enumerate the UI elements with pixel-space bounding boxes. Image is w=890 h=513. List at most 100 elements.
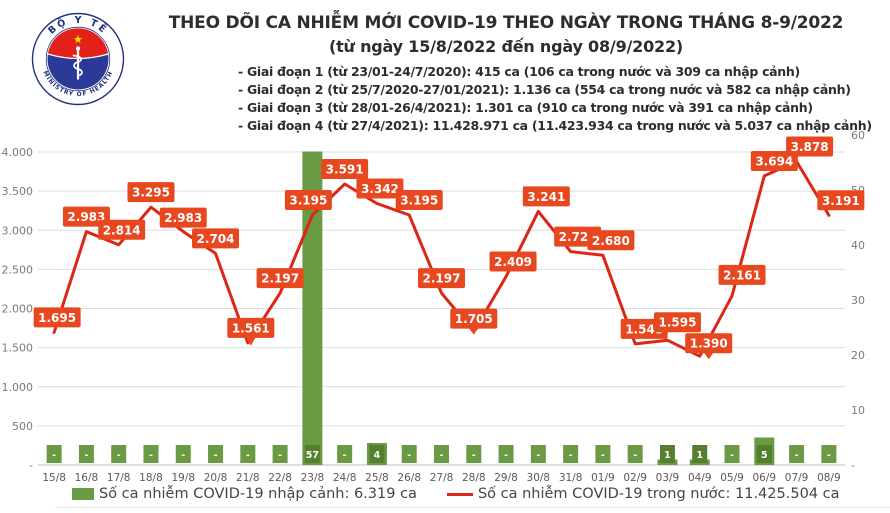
- bar-value-label-box: [143, 445, 159, 463]
- bar-value-label: -: [536, 450, 540, 461]
- point-value-label-box: [489, 251, 537, 272]
- chart-legend: Số ca nhiễm COVID-19 nhập cảnh: 6.319 ca…: [72, 486, 840, 502]
- bar-value-label: -: [569, 450, 573, 461]
- phase-line: - Giai đoạn 4 (từ 27/4/2021): 11.428.971…: [238, 118, 872, 133]
- y-axis-label-left: -: [29, 459, 33, 472]
- point-value-label-box: [127, 182, 175, 203]
- point-value-label: 2.704: [197, 232, 235, 246]
- bar-value-label: -: [149, 450, 153, 461]
- bar-value-label: -: [504, 450, 508, 461]
- bar-value-label: 4: [374, 450, 381, 461]
- point-value-label: 3.694: [755, 154, 793, 168]
- bar-value-label-box: [111, 445, 127, 463]
- y-axis-label-left: 2.000: [2, 303, 34, 316]
- x-axis-label: 08/9: [817, 472, 841, 484]
- point-value-label: 3.191: [822, 194, 860, 208]
- bar-value-label-box: [175, 445, 191, 463]
- bar-value-label: -: [278, 450, 282, 461]
- point-label-pointer: [468, 327, 479, 335]
- point-value-label: 3.241: [527, 190, 565, 204]
- bar-value-label-box: [724, 445, 740, 463]
- x-axis-label: 21/8: [236, 472, 260, 484]
- point-value-label-box: [284, 189, 332, 210]
- bar-value-label-box: [595, 445, 611, 463]
- point-value-label-box: [33, 307, 81, 328]
- point-value-label: 1.595: [658, 316, 696, 330]
- legend-imported-cases: Số ca nhiễm COVID-19 nhập cảnh: 6.319 ca: [72, 486, 417, 502]
- point-value-label-box: [256, 268, 304, 289]
- x-axis-label: 05/9: [720, 472, 744, 484]
- point-value-label-box: [159, 207, 207, 228]
- point-value-label: 1.561: [232, 321, 270, 335]
- point-value-label-box: [450, 308, 498, 329]
- x-axis-label: 25/8: [365, 472, 389, 484]
- y-axis-label-left: 3.000: [2, 224, 34, 237]
- point-value-label: 2.983: [67, 210, 105, 224]
- bar-value-label: 5: [761, 450, 768, 461]
- y-axis-label-left: 1.500: [2, 342, 34, 355]
- bar-value-label-box: [789, 445, 805, 463]
- x-axis-label: 17/8: [107, 472, 131, 484]
- bar-value-label: -: [440, 450, 444, 461]
- x-axis-label: 04/9: [688, 472, 712, 484]
- bar-value-label-box: [821, 445, 837, 463]
- x-axis-label: 28/8: [462, 472, 486, 484]
- point-value-label: 3.878: [791, 140, 829, 154]
- x-axis-label: 06/9: [753, 472, 777, 484]
- x-axis-label: 31/8: [559, 472, 583, 484]
- y-axis-label-left: 3.500: [2, 185, 34, 198]
- x-axis-label: 26/8: [397, 472, 421, 484]
- page-title: THEO DÕI CA NHIỄM MỚI COVID-19 THEO NGÀY…: [168, 13, 844, 33]
- bar-value-label-box: [304, 445, 320, 463]
- bar-value-label-box: [46, 445, 62, 463]
- x-axis-label: 03/9: [656, 472, 680, 484]
- bar-value-label-box: [659, 445, 675, 463]
- point-value-label: 1.705: [455, 312, 493, 326]
- x-axis-label: 30/8: [527, 472, 551, 484]
- bar-value-label-box: [240, 445, 256, 463]
- point-value-label: 2.409: [494, 255, 532, 269]
- bar-value-label-box: [272, 445, 288, 463]
- x-axis-label: 02/9: [623, 472, 647, 484]
- phase-lines: - Giai đoạn 1 (từ 23/01-24/7/2020): 415 …: [238, 63, 872, 135]
- point-value-label: 2.161: [723, 268, 761, 282]
- bar-value-label-box: [692, 445, 708, 463]
- x-axis-label: 19/8: [171, 472, 195, 484]
- y-axis-label-right: 60: [851, 129, 865, 142]
- bar-value-label: -: [84, 450, 88, 461]
- point-value-label: 2.197: [423, 272, 461, 286]
- point-value-label: 3.195: [400, 193, 438, 207]
- bar-value-label-box: [401, 445, 417, 463]
- y-axis-label-left: 4.000: [2, 146, 34, 159]
- legend-line-swatch: [446, 492, 473, 496]
- bar-value-label-box: [530, 445, 546, 463]
- phase-line: - Giai đoạn 2 (từ 25/7/2020-27/01/2021):…: [238, 82, 851, 97]
- ministry-of-health-logo: BỘ Y TẾ MINISTRY OF HEALTH: [30, 6, 126, 112]
- point-value-label: 2.814: [103, 223, 141, 237]
- x-axis-label: 01/9: [591, 472, 615, 484]
- bar-value-label: -: [795, 450, 799, 461]
- bar-value-label: -: [214, 450, 218, 461]
- point-value-label-box: [653, 312, 701, 333]
- bar-value-label-box: [434, 445, 449, 463]
- point-value-label-box: [750, 150, 798, 171]
- point-label-pointer: [245, 336, 256, 346]
- bar-value-label: -: [407, 450, 411, 461]
- bar-value-label: -: [52, 450, 56, 461]
- y-axis-label-left: 500: [12, 420, 33, 433]
- point-value-label: 3.295: [132, 186, 170, 200]
- x-axis-label: 29/8: [494, 472, 518, 484]
- x-axis-label: 23/8: [301, 472, 325, 484]
- point-value-label-box: [192, 228, 240, 249]
- bar-value-label: -: [601, 450, 605, 461]
- x-axis-label: 16/8: [75, 472, 99, 484]
- bar-value-label: -: [181, 450, 185, 461]
- bar-value-label: 1: [664, 450, 671, 461]
- point-value-label-box: [321, 159, 369, 180]
- bar-value-label: -: [117, 450, 121, 461]
- point-value-label-box: [587, 230, 635, 251]
- bar-value-label: -: [827, 450, 831, 461]
- point-value-label: 1.548: [625, 322, 663, 336]
